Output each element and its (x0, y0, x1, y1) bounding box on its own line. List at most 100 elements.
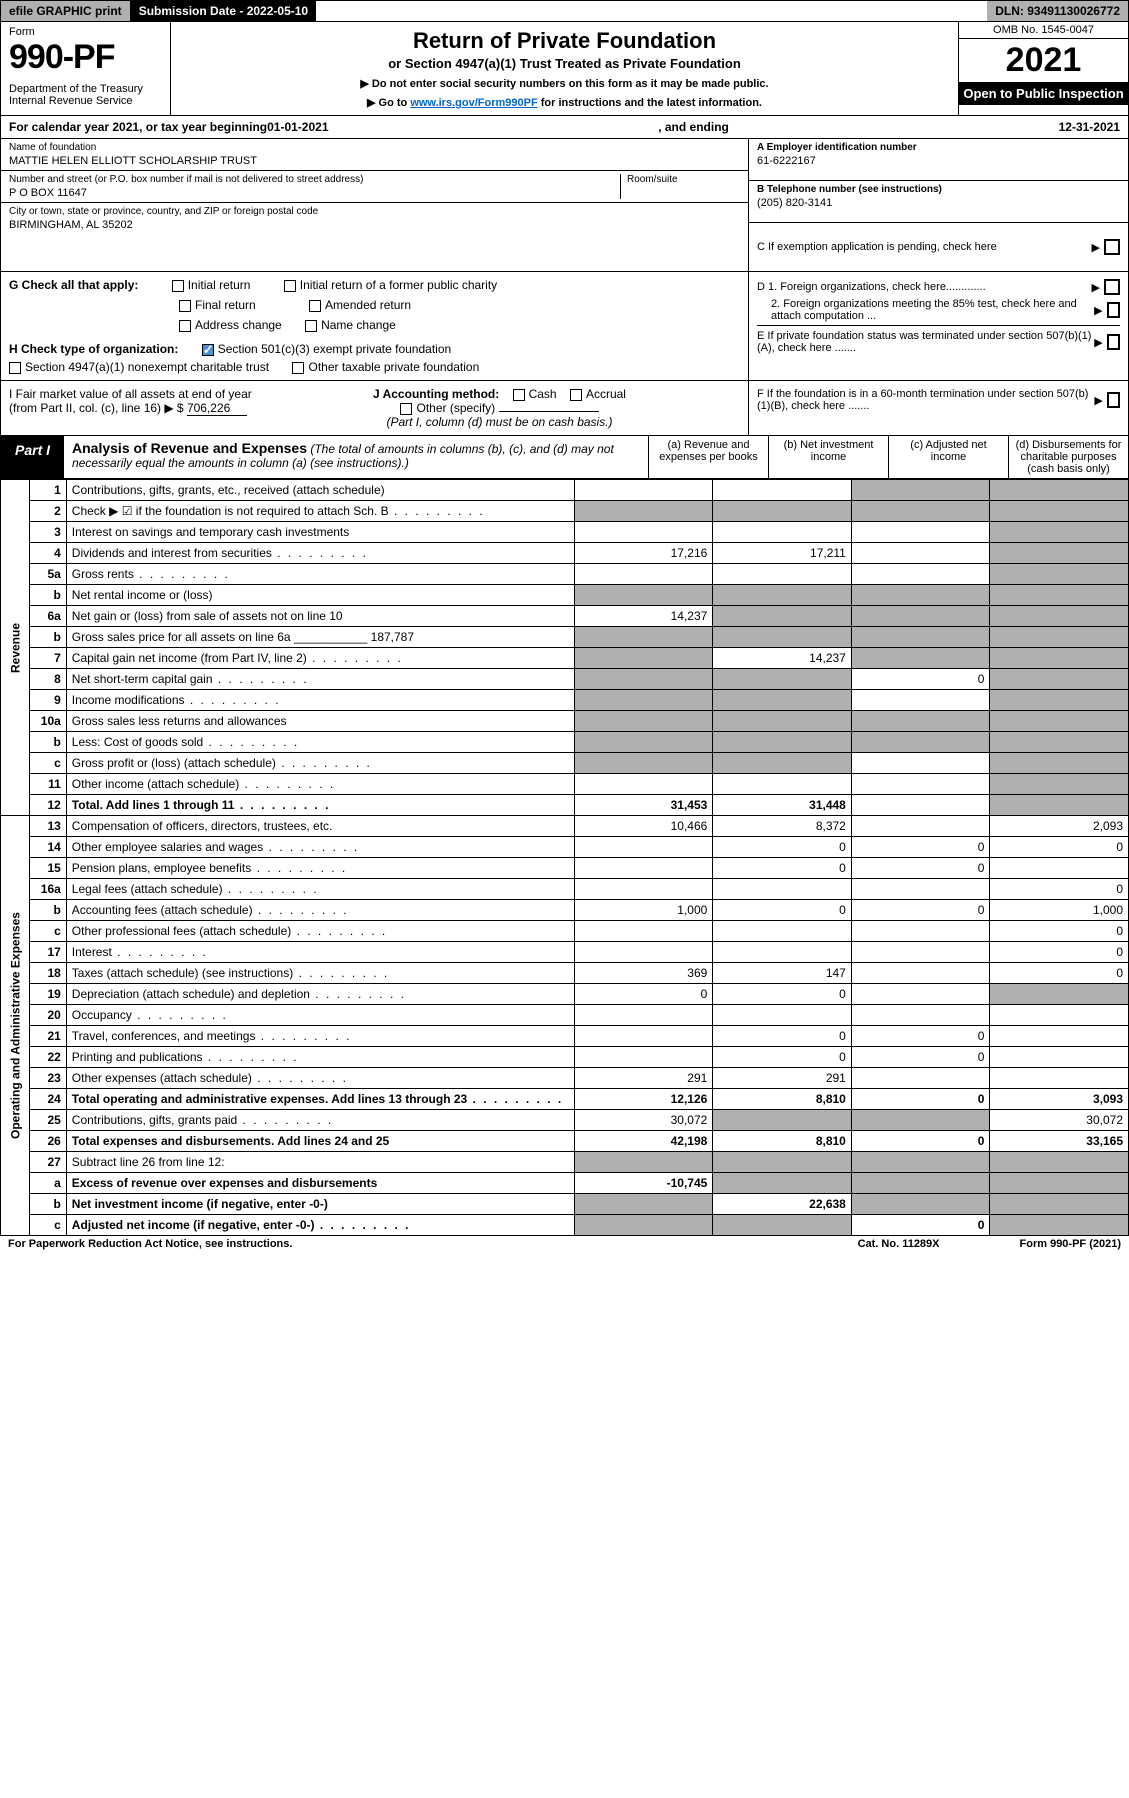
amount-cell (713, 732, 852, 753)
efile-label[interactable]: efile GRAPHIC print (1, 1, 131, 21)
ein: 61-6222167 (757, 155, 1120, 167)
e-checkbox[interactable] (1107, 334, 1120, 350)
line-description: Gross rents (66, 564, 574, 585)
line-description: Contributions, gifts, grants, etc., rece… (66, 480, 574, 501)
d1-checkbox[interactable] (1104, 279, 1120, 295)
other-taxable-checkbox[interactable] (292, 362, 304, 374)
amount-cell (990, 1026, 1129, 1047)
amount-cell: 0 (851, 858, 990, 879)
footer: For Paperwork Reduction Act Notice, see … (0, 1236, 1129, 1252)
amount-cell (713, 1005, 852, 1026)
other-specify[interactable] (499, 411, 599, 412)
instructions-link[interactable]: www.irs.gov/Form990PF (410, 97, 537, 109)
arrow-icon: ▶ (1094, 394, 1102, 407)
footer-right: Form 990-PF (2021) (1020, 1238, 1121, 1250)
line-description: Excess of revenue over expenses and disb… (66, 1173, 574, 1194)
amount-cell (851, 1194, 990, 1215)
table-row: 14Other employee salaries and wages000 (1, 837, 1129, 858)
g-opt-0: Initial return (188, 278, 251, 292)
line-number: c (29, 1215, 66, 1236)
amount-cell: 0 (574, 984, 713, 1005)
amount-cell (713, 1152, 852, 1173)
table-row: 8Net short-term capital gain0 (1, 669, 1129, 690)
amount-cell: 33,165 (990, 1131, 1129, 1152)
amount-cell (574, 774, 713, 795)
cash-checkbox[interactable] (513, 389, 525, 401)
amount-cell: 147 (713, 963, 852, 984)
amount-cell (851, 795, 990, 816)
amount-cell (990, 795, 1129, 816)
expenses-side-label: Operating and Administrative Expenses (1, 816, 30, 1236)
amount-cell (990, 1068, 1129, 1089)
4947-checkbox[interactable] (9, 362, 21, 374)
h-opt-2: Section 4947(a)(1) nonexempt charitable … (25, 360, 269, 374)
table-row: cOther professional fees (attach schedul… (1, 921, 1129, 942)
amount-cell (990, 648, 1129, 669)
amount-cell: 0 (851, 1047, 990, 1068)
501c3-checkbox[interactable] (202, 344, 214, 356)
amount-cell (851, 711, 990, 732)
line-description: Compensation of officers, directors, tru… (66, 816, 574, 837)
amount-cell (713, 1173, 852, 1194)
accrual-checkbox[interactable] (570, 389, 582, 401)
line-description: Other expenses (attach schedule) (66, 1068, 574, 1089)
table-row: 4Dividends and interest from securities1… (1, 543, 1129, 564)
line-description: Other income (attach schedule) (66, 774, 574, 795)
line-number: 1 (29, 480, 66, 501)
f-checkbox[interactable] (1107, 392, 1120, 408)
other-method-checkbox[interactable] (400, 403, 412, 415)
amount-cell (851, 1110, 990, 1131)
line-description: Printing and publications (66, 1047, 574, 1068)
footer-left: For Paperwork Reduction Act Notice, see … (8, 1238, 292, 1250)
initial-return-checkbox[interactable] (172, 280, 184, 292)
j-other: Other (specify) (416, 401, 495, 415)
top-bar: efile GRAPHIC print Submission Date - 20… (0, 0, 1129, 22)
amount-cell (574, 501, 713, 522)
amount-cell (574, 585, 713, 606)
line-number: b (29, 732, 66, 753)
amount-cell (990, 753, 1129, 774)
amount-cell (990, 543, 1129, 564)
table-row: aExcess of revenue over expenses and dis… (1, 1173, 1129, 1194)
d2-label: 2. Foreign organizations meeting the 85%… (757, 298, 1094, 322)
amount-cell (713, 522, 852, 543)
amount-cell (851, 1068, 990, 1089)
line-description: Depreciation (attach schedule) and deple… (66, 984, 574, 1005)
table-row: 26Total expenses and disbursements. Add … (1, 1131, 1129, 1152)
amount-cell (851, 522, 990, 543)
amount-cell (990, 1005, 1129, 1026)
initial-former-checkbox[interactable] (284, 280, 296, 292)
name-change-checkbox[interactable] (305, 320, 317, 332)
part1-table: Revenue1Contributions, gifts, grants, et… (0, 479, 1129, 1236)
cal-begin: 01-01-2021 (267, 120, 328, 134)
line-number: a (29, 1173, 66, 1194)
line-number: 27 (29, 1152, 66, 1173)
amount-cell (990, 522, 1129, 543)
g-opt-1: Initial return of a former public charit… (300, 278, 497, 292)
amount-cell (851, 942, 990, 963)
note2-pre: ▶ Go to (367, 97, 410, 109)
line-description: Accounting fees (attach schedule) (66, 900, 574, 921)
amount-cell (713, 942, 852, 963)
amount-cell (574, 1152, 713, 1173)
address-change-checkbox[interactable] (179, 320, 191, 332)
line-number: 17 (29, 942, 66, 963)
line-number: 25 (29, 1110, 66, 1131)
g-opt-5: Name change (321, 318, 396, 332)
line-description: Capital gain net income (from Part IV, l… (66, 648, 574, 669)
identity-block: Name of foundation MATTIE HELEN ELLIOTT … (0, 139, 1129, 272)
amount-cell: 0 (851, 1215, 990, 1236)
d2-checkbox[interactable] (1107, 302, 1120, 318)
amount-cell (574, 690, 713, 711)
amended-return-checkbox[interactable] (309, 300, 321, 312)
line-description: Dividends and interest from securities (66, 543, 574, 564)
c-checkbox[interactable] (1104, 239, 1120, 255)
amount-cell (990, 1173, 1129, 1194)
form-subtitle: or Section 4947(a)(1) Trust Treated as P… (179, 56, 950, 71)
amount-cell (990, 1047, 1129, 1068)
line-description: Legal fees (attach schedule) (66, 879, 574, 900)
final-return-checkbox[interactable] (179, 300, 191, 312)
amount-cell (851, 1152, 990, 1173)
part-tab: Part I (1, 436, 64, 478)
line-number: 23 (29, 1068, 66, 1089)
